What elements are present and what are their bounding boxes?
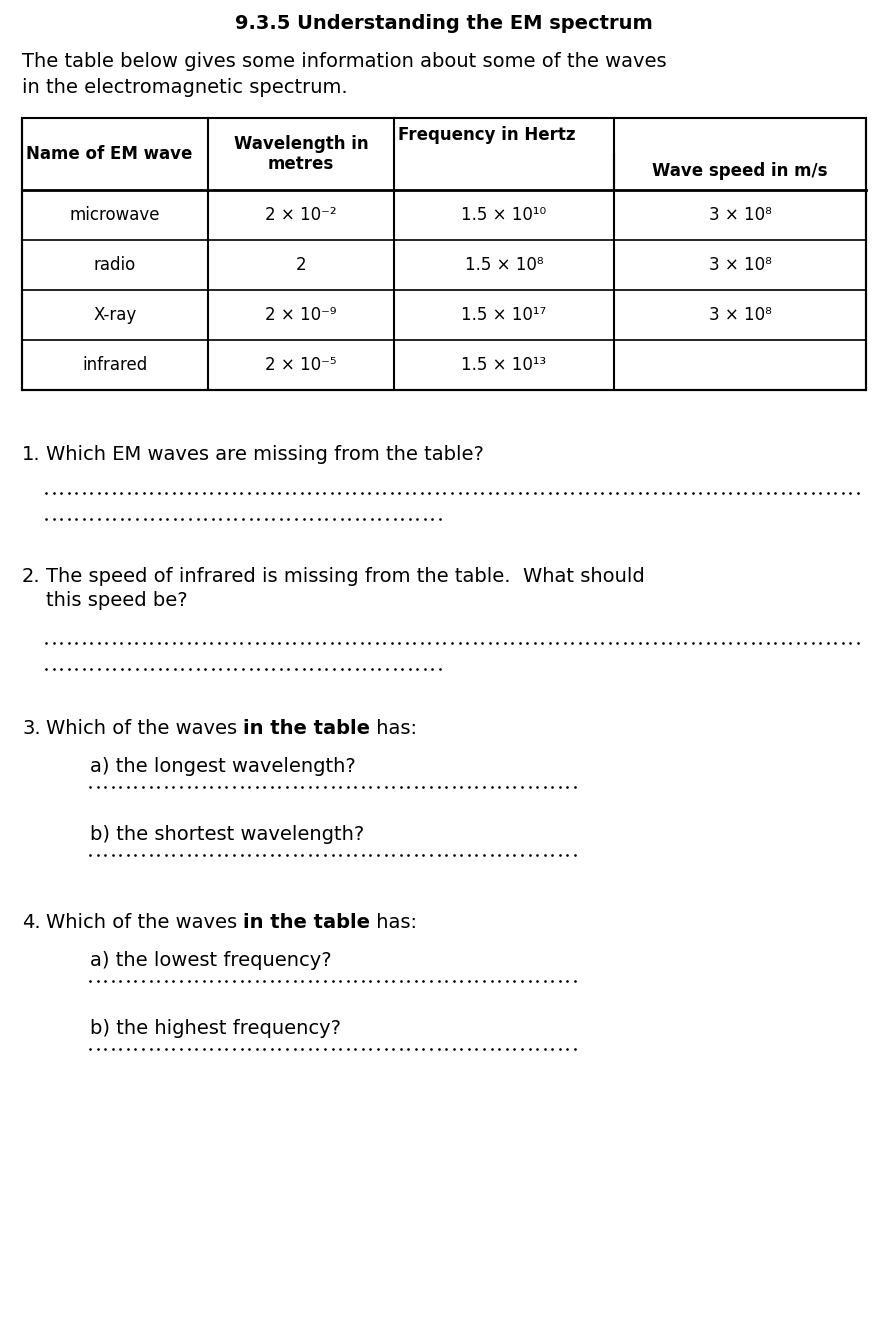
Text: 3 × 10⁸: 3 × 10⁸ [709,206,772,225]
Text: in the table: in the table [243,913,370,932]
Text: Frequency in Hertz: Frequency in Hertz [398,126,575,144]
Text: 1.: 1. [22,445,41,464]
Text: 3 × 10⁸: 3 × 10⁸ [709,255,772,274]
Text: Wave speed in m/s: Wave speed in m/s [653,162,828,180]
Text: The speed of infrared is missing from the table.  What should: The speed of infrared is missing from th… [46,567,645,586]
Text: Which EM waves are missing from the table?: Which EM waves are missing from the tabl… [46,445,484,464]
Text: in the table: in the table [243,719,370,738]
Text: 1.5 × 10⁸: 1.5 × 10⁸ [464,255,543,274]
Text: 2 × 10⁻²: 2 × 10⁻² [266,206,337,225]
Text: Name of EM wave: Name of EM wave [26,144,193,163]
Bar [22,118,866,390]
Text: 2.: 2. [22,567,41,586]
Text: Wavelength in
metres: Wavelength in metres [234,135,369,174]
Text: has:: has: [370,913,417,932]
Text: b) the shortest wavelength?: b) the shortest wavelength? [90,825,364,844]
Text: this speed be?: this speed be? [46,591,187,610]
Text: a) the lowest frequency?: a) the lowest frequency? [90,951,331,971]
Text: 1.5 × 10¹⁷: 1.5 × 10¹⁷ [462,306,546,324]
Text: 2: 2 [296,255,306,274]
Text: 1.5 × 10¹⁰: 1.5 × 10¹⁰ [462,206,547,225]
Text: The table below gives some information about some of the waves: The table below gives some information a… [22,52,667,71]
Text: microwave: microwave [70,206,160,225]
Text: radio: radio [94,255,136,274]
Text: a) the longest wavelength?: a) the longest wavelength? [90,757,356,775]
Text: b) the highest frequency?: b) the highest frequency? [90,1019,341,1038]
Text: 4.: 4. [22,913,41,932]
Text: 9.3.5 Understanding the EM spectrum: 9.3.5 Understanding the EM spectrum [235,13,653,33]
Text: in the electromagnetic spectrum.: in the electromagnetic spectrum. [22,78,347,98]
Text: 2 × 10⁻⁵: 2 × 10⁻⁵ [266,356,337,374]
Text: 2 × 10⁻⁹: 2 × 10⁻⁹ [266,306,337,324]
Text: 3.: 3. [22,719,41,738]
Text: has:: has: [370,719,417,738]
Text: 1.5 × 10¹³: 1.5 × 10¹³ [462,356,546,374]
Text: Which of the waves: Which of the waves [46,719,243,738]
Text: X-ray: X-ray [93,306,137,324]
Text: Which of the waves: Which of the waves [46,913,243,932]
Text: 3 × 10⁸: 3 × 10⁸ [709,306,772,324]
Text: infrared: infrared [83,356,147,374]
